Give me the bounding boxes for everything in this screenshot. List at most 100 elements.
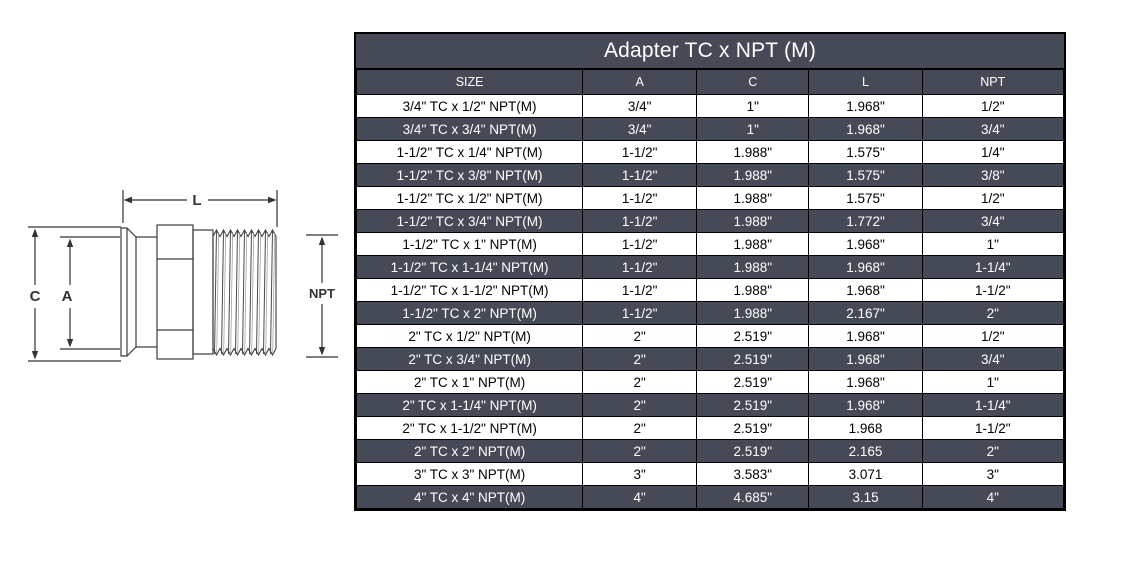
arrowhead-up-icon bbox=[31, 228, 39, 237]
table-cell: 1/2" bbox=[921, 186, 1065, 210]
collar bbox=[192, 229, 214, 355]
table-cell: 2.165 bbox=[808, 439, 923, 463]
table-cell: 1-1/2" TC x 1" NPT(M) bbox=[355, 232, 584, 256]
table-cell: 2.519" bbox=[696, 324, 810, 348]
table-cell: 1.968" bbox=[808, 393, 923, 417]
table-cell: 1.968" bbox=[808, 232, 923, 256]
table-cell: 1.988" bbox=[696, 232, 810, 256]
hex-body bbox=[156, 224, 194, 360]
table-cell: 1/2" bbox=[921, 94, 1065, 118]
table-cell: 1.988" bbox=[696, 163, 810, 187]
fitting-outline bbox=[120, 224, 214, 360]
table-cell: 3/4" TC x 3/4" NPT(M) bbox=[355, 117, 584, 141]
dimension-a bbox=[60, 236, 120, 350]
spec-table: Adapter TC x NPT (M) SIZE A C L NPT 3/4" TC … bbox=[354, 32, 1066, 511]
table-cell: 2" TC x 1-1/4" NPT(M) bbox=[355, 393, 584, 417]
table-row: 3/4" TC x 1/2" NPT(M) 3/4" 1" 1.968" 1/2" bbox=[355, 94, 1065, 118]
table-cell: 1.968" bbox=[808, 117, 923, 141]
arrowhead-down-icon bbox=[66, 339, 74, 348]
table-row: 3" TC x 3" NPT(M) 3" 3.583" 3.071 3" bbox=[355, 462, 1065, 486]
table-cell: 1-1/4" bbox=[921, 255, 1065, 279]
table-cell: 3.15 bbox=[808, 485, 923, 509]
table-cell: 1-1/2" bbox=[582, 278, 698, 302]
dim-label-l: L bbox=[192, 192, 201, 209]
dimension-l bbox=[122, 190, 278, 227]
arrowhead-down-icon bbox=[318, 347, 326, 356]
table-cell: 2.519" bbox=[696, 393, 810, 417]
table-row: 4" TC x 4" NPT(M) 4" 4.685" 3.15 4" bbox=[355, 485, 1065, 509]
table-cell: 2" bbox=[921, 301, 1065, 325]
table-cell: 1.988" bbox=[696, 186, 810, 210]
table-cell: 2" TC x 3/4" NPT(M) bbox=[355, 347, 584, 371]
table-cell: 1-1/2" bbox=[582, 301, 698, 325]
arrowhead-right-icon bbox=[268, 196, 277, 204]
table-row: 2" TC x 1" NPT(M) 2" 2.519" 1.968" 1" bbox=[355, 370, 1065, 394]
dim-label-npt: NPT bbox=[309, 286, 335, 301]
table-cell: 1-1/2" TC x 3/8" NPT(M) bbox=[355, 163, 584, 187]
table-cell: 1.988" bbox=[696, 255, 810, 279]
table-cell: 1-1/2" bbox=[582, 140, 698, 164]
table-cell: 1.968" bbox=[808, 324, 923, 348]
table-cell: 1" bbox=[696, 94, 810, 118]
table-cell: 1.575" bbox=[808, 163, 923, 187]
table-cell: 1" bbox=[696, 117, 810, 141]
table-cell: 1.968" bbox=[808, 255, 923, 279]
arrowhead-up-icon bbox=[66, 238, 74, 247]
table-row: 1-1/2" TC x 3/4" NPT(M) 1-1/2" 1.988" 1.772… bbox=[355, 209, 1065, 233]
table-cell: 2.519" bbox=[696, 416, 810, 440]
table-cell: 3" TC x 3" NPT(M) bbox=[355, 462, 584, 486]
table-cell: 1-1/2" TC x 1-1/4" NPT(M) bbox=[355, 255, 584, 279]
table-cell: 1.575" bbox=[808, 186, 923, 210]
table-cell: 1.988" bbox=[696, 301, 810, 325]
table-row: 2" TC x 1-1/2" NPT(M) 2" 2.519" 1.968 1-1/2" bbox=[355, 416, 1065, 440]
table-cell: 1-1/2" bbox=[582, 232, 698, 256]
table-title: Adapter TC x NPT (M) bbox=[356, 34, 1064, 69]
table-row: 1-1/2" TC x 1/4" NPT(M) 1-1/2" 1.988" 1.575… bbox=[355, 140, 1065, 164]
arrowhead-down-icon bbox=[31, 351, 39, 360]
dimension-npt bbox=[306, 234, 338, 358]
table-row: 1-1/2" TC x 1-1/2" NPT(M) 1-1/2" 1.988" 1.9… bbox=[355, 278, 1065, 302]
table-cell: 1-1/2" TC x 1/2" NPT(M) bbox=[355, 186, 584, 210]
arrowhead-left-icon bbox=[123, 196, 132, 204]
spec-table-grid: SIZE A C L NPT 3/4" TC x 1/2" NPT(M) 3/4" 1" 1.… bbox=[355, 69, 1065, 509]
column-header: SIZE bbox=[355, 69, 584, 95]
adapter-technical-drawing: L C A NPT bbox=[28, 190, 338, 362]
table-cell: 3/8" bbox=[921, 163, 1065, 187]
table-cell: 3/4" bbox=[921, 347, 1065, 371]
table-cell: 2.167" bbox=[808, 301, 923, 325]
table-cell: 3/4" bbox=[921, 117, 1065, 141]
table-cell: 1.968" bbox=[808, 278, 923, 302]
table-row: 1-1/2" TC x 1" NPT(M) 1-1/2" 1.988" 1.968" 1… bbox=[355, 232, 1065, 256]
table-cell: 2" TC x 1-1/2" NPT(M) bbox=[355, 416, 584, 440]
column-header: C bbox=[696, 69, 810, 95]
table-cell: 3/4" bbox=[582, 94, 698, 118]
table-row: 1-1/2" TC x 1-1/4" NPT(M) 1-1/2" 1.988" 1.9… bbox=[355, 255, 1065, 279]
table-cell: 1-1/2" TC x 3/4" NPT(M) bbox=[355, 209, 584, 233]
table-cell: 2" bbox=[582, 393, 698, 417]
table-cell: 2" bbox=[582, 416, 698, 440]
npt-threads bbox=[212, 228, 277, 357]
ferrule-face bbox=[120, 227, 128, 357]
table-cell: 3/4" bbox=[582, 117, 698, 141]
table-cell: 1" bbox=[921, 370, 1065, 394]
table-cell: 1.988" bbox=[696, 140, 810, 164]
table-cell: 1-1/2" TC x 1/4" NPT(M) bbox=[355, 140, 584, 164]
table-cell: 1.988" bbox=[696, 278, 810, 302]
table-cell: 1.968" bbox=[808, 370, 923, 394]
column-header: NPT bbox=[921, 69, 1065, 95]
table-cell: 1" bbox=[921, 232, 1065, 256]
table-cell: 1.968" bbox=[808, 347, 923, 371]
dim-label-c: C bbox=[30, 288, 41, 305]
table-cell: 3" bbox=[921, 462, 1065, 486]
table-body: 3/4" TC x 1/2" NPT(M) 3/4" 1" 1.968" 1/2" 3/4… bbox=[355, 94, 1065, 509]
table-cell: 1/2" bbox=[921, 324, 1065, 348]
table-row: 2" TC x 3/4" NPT(M) 2" 2.519" 1.968" 3/4" bbox=[355, 347, 1065, 371]
table-cell: 2" TC x 1/2" NPT(M) bbox=[355, 324, 584, 348]
table-cell: 2.519" bbox=[696, 439, 810, 463]
table-cell: 2" bbox=[582, 347, 698, 371]
table-row: 2" TC x 1/2" NPT(M) 2" 2.519" 1.968" 1/2" bbox=[355, 324, 1065, 348]
table-cell: 2" TC x 2" NPT(M) bbox=[355, 439, 584, 463]
table-cell: 1.575" bbox=[808, 140, 923, 164]
table-cell: 2" bbox=[582, 439, 698, 463]
